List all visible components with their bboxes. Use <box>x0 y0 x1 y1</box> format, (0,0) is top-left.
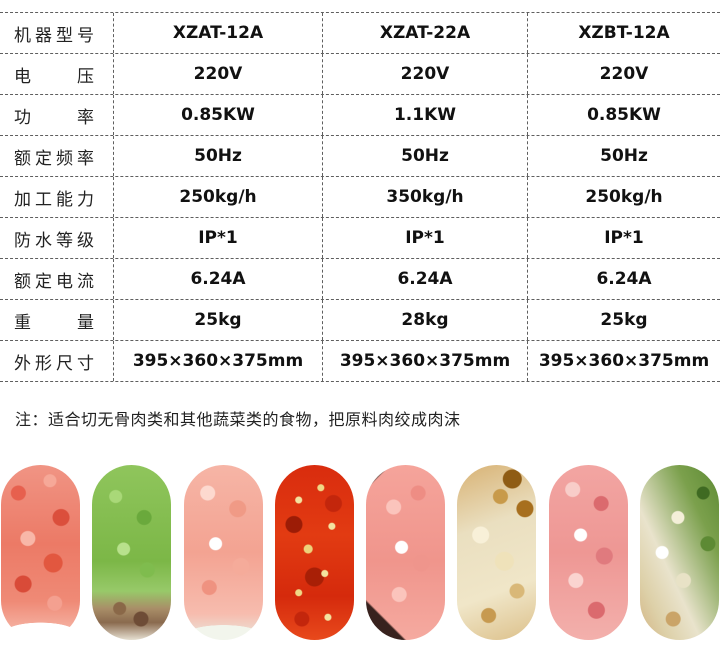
spec-label: 额定电流 <box>14 271 94 292</box>
spec-row-power: 功率 0.85KW 1.1KW 0.85KW <box>0 95 720 136</box>
spec-label: 功率 <box>14 107 94 128</box>
spec-value: 220V <box>113 54 322 94</box>
model-name: XZAT-12A <box>113 13 322 53</box>
spec-value: 250kg/h <box>527 177 720 217</box>
spec-value: 6.24A <box>322 259 527 299</box>
spec-row-current: 额定电流 6.24A 6.24A 6.24A <box>0 259 720 300</box>
spec-label: 电压 <box>14 66 94 87</box>
spec-label: 机器型号 <box>14 25 94 46</box>
spec-value: 50Hz <box>322 136 527 176</box>
chopped-onion-greens-image <box>639 465 719 640</box>
spec-value: 0.85KW <box>113 95 322 135</box>
spec-label: 额定频率 <box>14 148 94 169</box>
minced-pork-with-fat-image <box>548 465 628 640</box>
minced-red-meat-image <box>1 465 80 640</box>
spec-value: 50Hz <box>527 136 720 176</box>
spec-value: 6.24A <box>527 259 720 299</box>
spec-value: 0.85KW <box>527 95 720 135</box>
spec-value: 395×360×375mm <box>113 341 322 381</box>
chopped-chili-peppers-image <box>274 465 354 640</box>
spec-label: 防水等级 <box>14 230 94 251</box>
spec-row-dimensions: 外形尺寸 395×360×375mm 395×360×375mm 395×360… <box>0 341 720 382</box>
spec-table: 机器型号 XZAT-12A XZAT-22A XZBT-12A 电压 220V … <box>0 12 720 382</box>
spec-value: 6.24A <box>113 259 322 299</box>
spec-row-weight: 重量 25kg 28kg 25kg <box>0 300 720 341</box>
food-image-strip <box>0 465 720 640</box>
spec-value: 250kg/h <box>113 177 322 217</box>
spec-value: 350kg/h <box>322 177 527 217</box>
minced-shrimp-meat-image <box>183 465 263 640</box>
spec-value: 50Hz <box>113 136 322 176</box>
model-name: XZBT-12A <box>527 13 720 53</box>
crushed-garlic-image <box>457 465 537 640</box>
spec-label: 重量 <box>14 312 94 333</box>
spec-label: 加工能力 <box>14 189 94 210</box>
usage-note: 注：适合切无骨肉类和其他蔬菜类的食物，把原料肉绞成肉沫 <box>15 410 461 429</box>
spec-value: 395×360×375mm <box>322 341 527 381</box>
spec-value: 220V <box>527 54 720 94</box>
spec-value: 220V <box>322 54 527 94</box>
chopped-celery-image <box>92 465 172 640</box>
spec-row-waterproof: 防水等级 IP*1 IP*1 IP*1 <box>0 218 720 259</box>
spec-row-capacity: 加工能力 250kg/h 350kg/h 250kg/h <box>0 177 720 218</box>
spec-row-model: 机器型号 XZAT-12A XZAT-22A XZBT-12A <box>0 13 720 54</box>
spec-row-voltage: 电压 220V 220V 220V <box>0 54 720 95</box>
spec-value: IP*1 <box>113 218 322 258</box>
spec-value: 25kg <box>113 300 322 340</box>
spec-value: 28kg <box>322 300 527 340</box>
spec-value: 25kg <box>527 300 720 340</box>
minced-pork-image <box>366 465 446 640</box>
model-name: XZAT-22A <box>322 13 527 53</box>
spec-value: IP*1 <box>527 218 720 258</box>
spec-value: IP*1 <box>322 218 527 258</box>
spec-value: 395×360×375mm <box>527 341 720 381</box>
spec-row-frequency: 额定频率 50Hz 50Hz 50Hz <box>0 136 720 177</box>
spec-value: 1.1KW <box>322 95 527 135</box>
spec-label: 外形尺寸 <box>14 353 94 374</box>
